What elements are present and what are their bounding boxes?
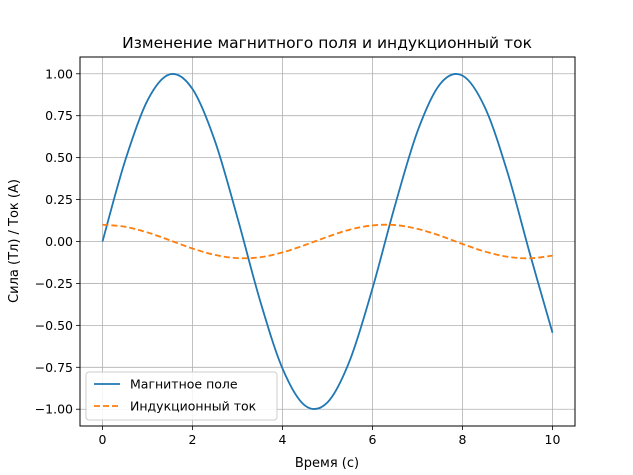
axis-ticks: 0 2 4 6 8 10 1.00 0.75 0.50 0.25 0.00 −0.25 −0.50 −0.… [35,66,561,447]
y-tick-label: −0.25 [35,276,73,291]
x-tick-label: 10 [545,432,561,447]
grid [80,57,575,426]
series-line-magnetic-field [101,73,554,410]
plot-series [101,73,554,410]
y-tick-label: 0.25 [45,192,73,207]
legend-label-induced-current: Индукционный ток [130,399,257,414]
x-tick-label: 2 [189,432,197,447]
y-tick-label: −0.50 [35,318,73,333]
x-tick-label: 6 [369,432,377,447]
x-tick-label: 0 [99,432,107,447]
y-tick-label: 0.75 [45,108,73,123]
series-line-induced-current [102,223,553,260]
x-tick-label: 4 [279,432,287,447]
legend: Магнитное поле Индукционный ток [85,371,278,421]
y-tick-label: 0.50 [45,150,73,165]
y-tick-label: 0.00 [45,234,73,249]
y-tick-label: −1.00 [35,402,73,417]
y-axis-label: Сила (Тл) / Ток (А) [7,179,22,303]
legend-label-magnetic-field: Магнитное поле [130,377,238,392]
chart-title: Изменение магнитного поля и индукционный… [122,34,532,52]
y-tick-label: −0.75 [35,360,73,375]
legend-box [85,371,278,421]
y-tick-label: 1.00 [45,66,73,81]
x-tick-label: 8 [459,432,467,447]
x-axis-label: Время (с) [295,456,359,471]
